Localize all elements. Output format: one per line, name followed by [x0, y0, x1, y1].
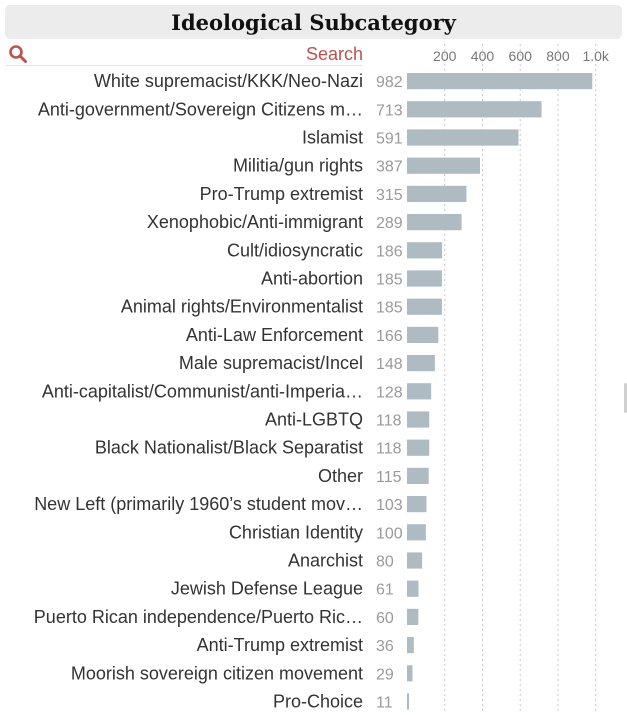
value-label: 713: [376, 102, 403, 119]
category-label[interactable]: Moorish sovereign citizen movement: [71, 663, 363, 683]
category-label[interactable]: Anti-Law Enforcement: [186, 325, 363, 345]
category-label[interactable]: White supremacist/KKK/Neo-Nazi: [94, 71, 363, 91]
scrollbar-handle[interactable]: [624, 383, 627, 413]
value-label: 11: [376, 695, 393, 712]
category-label[interactable]: Anti-Trump extremist: [197, 635, 363, 655]
value-label: 29: [376, 666, 394, 683]
x-tick-label: 800: [546, 48, 570, 64]
value-label: 185: [376, 300, 403, 317]
bar[interactable]: [407, 355, 435, 372]
bar[interactable]: [407, 214, 462, 231]
category-label[interactable]: Jewish Defense League: [171, 579, 363, 599]
value-label: 128: [376, 384, 403, 401]
value-label: 982: [376, 74, 403, 91]
category-label[interactable]: Pro-Trump extremist: [200, 184, 363, 204]
value-label: 115: [376, 469, 402, 486]
category-label[interactable]: Anti-government/Sovereign Citizens m…: [38, 99, 363, 119]
x-tick-label: 400: [471, 48, 495, 64]
value-label: 118: [376, 413, 402, 430]
category-label[interactable]: Militia/gun rights: [233, 156, 363, 176]
bar[interactable]: [407, 693, 410, 710]
bar[interactable]: [407, 270, 442, 287]
bar[interactable]: [407, 637, 414, 654]
bar[interactable]: [407, 608, 419, 625]
value-label: 61: [376, 582, 394, 599]
value-label: 591: [376, 131, 403, 148]
category-label[interactable]: Black Nationalist/Black Separatist: [95, 438, 363, 458]
value-label: 166: [376, 328, 403, 345]
bar[interactable]: [407, 242, 443, 259]
category-label[interactable]: Christian Identity: [229, 522, 363, 542]
bar[interactable]: [407, 101, 542, 118]
category-label[interactable]: Animal rights/Environmentalist: [121, 297, 363, 317]
category-label[interactable]: New Left (primarily 1960’s student mov…: [34, 494, 363, 514]
value-label: 185: [376, 272, 403, 289]
x-tick-label: 200: [433, 48, 457, 64]
category-label[interactable]: Cult/idiosyncratic: [227, 240, 363, 260]
bar[interactable]: [407, 298, 442, 315]
bar[interactable]: [407, 496, 427, 513]
value-label: 186: [376, 243, 403, 260]
bar[interactable]: [407, 185, 467, 202]
bar[interactable]: [407, 665, 413, 682]
value-label: 60: [376, 610, 394, 627]
value-label: 80: [376, 554, 394, 571]
value-label: 103: [376, 497, 403, 514]
category-label[interactable]: Islamist: [302, 128, 363, 148]
bar[interactable]: [407, 439, 430, 456]
chart-header: Ideological Subcategory: [5, 5, 622, 39]
value-label: 289: [376, 215, 403, 232]
bar[interactable]: [407, 383, 432, 400]
bar[interactable]: [407, 129, 519, 146]
category-label[interactable]: Anti-abortion: [261, 269, 363, 289]
bar[interactable]: [407, 411, 430, 428]
bar[interactable]: [407, 580, 419, 597]
search-label[interactable]: Search: [305, 44, 363, 64]
value-label: 315: [376, 187, 403, 204]
x-tick-label: 1.0k: [582, 48, 609, 64]
category-label[interactable]: Anarchist: [288, 551, 363, 571]
bar[interactable]: [407, 73, 593, 90]
category-label[interactable]: Other: [318, 466, 363, 486]
value-label: 387: [376, 159, 403, 176]
bar[interactable]: [407, 467, 429, 484]
category-label[interactable]: Pro-Choice: [273, 692, 363, 712]
value-label: 36: [376, 638, 394, 655]
category-label[interactable]: Anti-LGBTQ: [265, 410, 363, 430]
x-tick-label: 600: [509, 48, 533, 64]
category-label[interactable]: Anti-capitalist/Communist/anti-Imperia…: [42, 381, 363, 401]
search-bar[interactable]: Search: [0, 42, 627, 66]
value-label: 100: [376, 525, 403, 542]
category-label[interactable]: Puerto Rican independence/Puerto Ric…: [34, 607, 363, 627]
search-underline: [6, 65, 362, 66]
bar[interactable]: [407, 157, 481, 174]
value-label: 118: [376, 441, 402, 458]
bar[interactable]: [407, 326, 439, 343]
category-label[interactable]: Xenophobic/Anti-immigrant: [147, 212, 363, 232]
bar[interactable]: [407, 524, 426, 541]
category-label[interactable]: Male supremacist/Incel: [179, 353, 363, 373]
value-label: 148: [376, 356, 403, 373]
bar[interactable]: [407, 552, 423, 569]
chart-title: Ideological Subcategory: [171, 9, 456, 35]
search-icon[interactable]: [8, 44, 28, 64]
